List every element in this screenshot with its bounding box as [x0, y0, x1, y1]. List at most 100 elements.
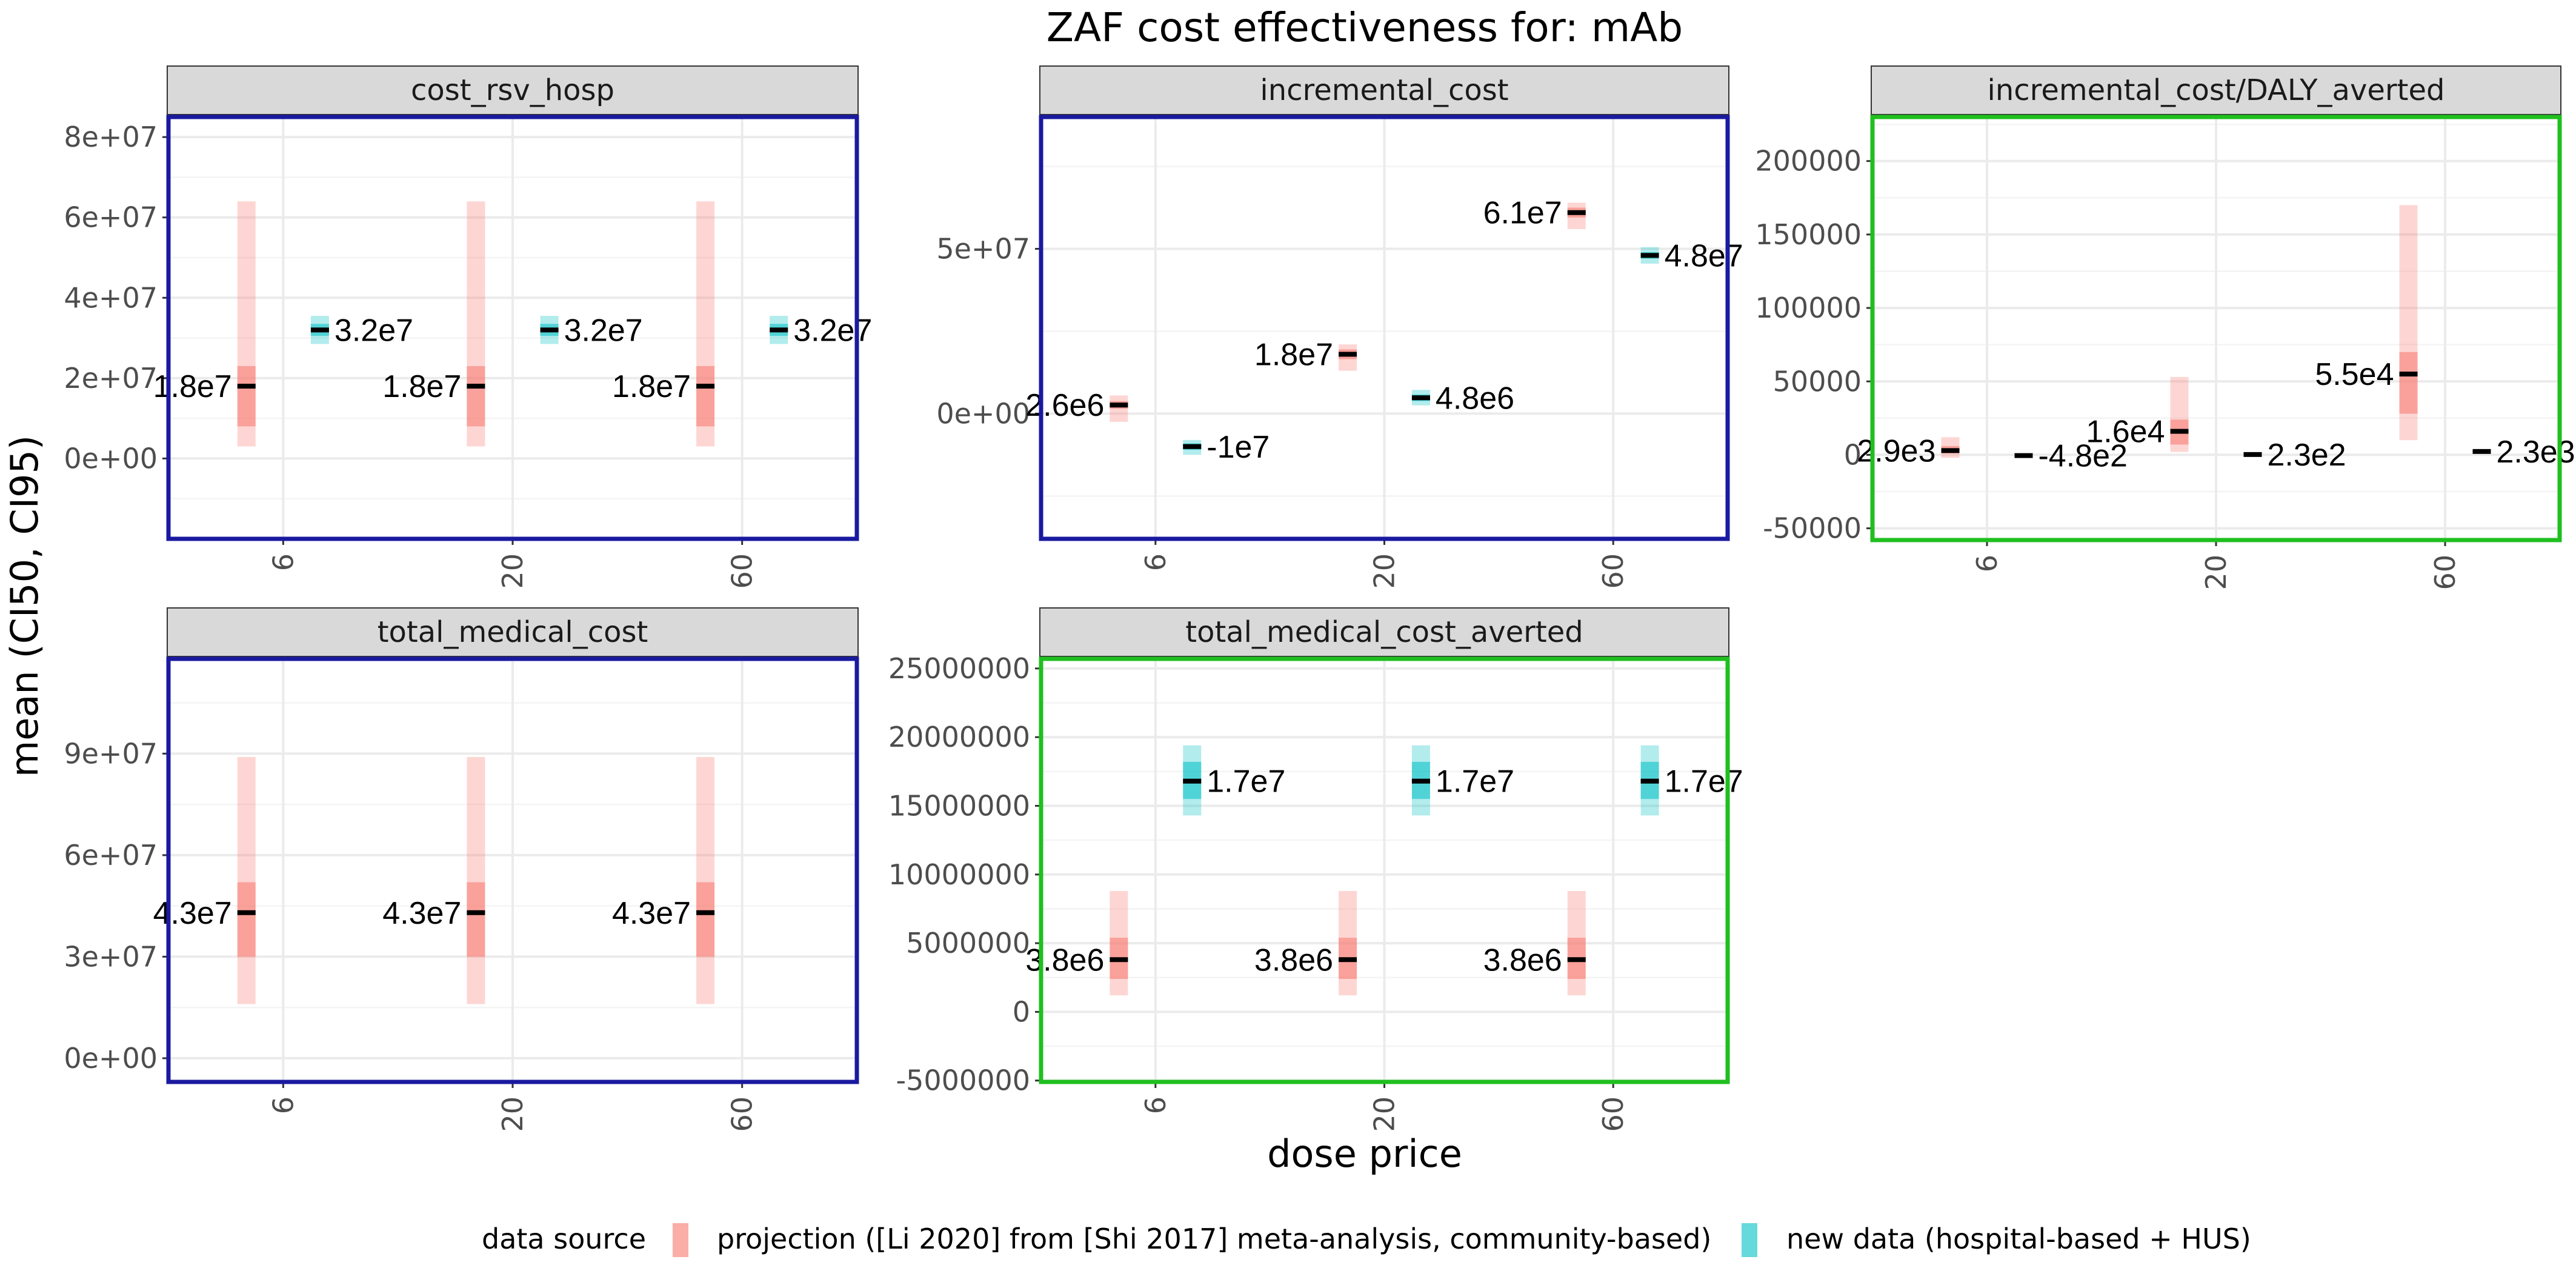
x-tick-label: 20 — [496, 1096, 529, 1132]
data-point-projection: 1.8e7 — [1254, 338, 1357, 373]
y-tick-label: 0 — [1013, 995, 1030, 1028]
value-label: 1.8e7 — [382, 369, 461, 404]
facet-incremental-cost-daly-averted: incremental_cost/DALY_averted -50000 0 5000… — [1755, 65, 2575, 590]
x-tick-label: 20 — [2200, 555, 2232, 590]
x-tick-label: 6 — [267, 1096, 299, 1114]
data-point-new-data: 1.7e7 — [1183, 745, 1285, 816]
value-label: -4.8e2 — [2038, 439, 2127, 474]
ci50-bar — [237, 365, 256, 427]
data-point-projection: 1.8e7 — [153, 201, 256, 447]
x-tick-label: 6 — [1139, 553, 1172, 571]
panel-border — [1039, 115, 1730, 541]
data-point-new-data: 4.8e6 — [1411, 381, 1514, 416]
ci50-bar — [696, 365, 715, 427]
ci50-bar — [237, 882, 256, 957]
value-label: 1.7e7 — [1206, 764, 1285, 799]
data-point-projection: 6.1e7 — [1483, 196, 1586, 231]
value-label: 2.3e3 — [2496, 435, 2575, 470]
y-tick-label: 6e+07 — [64, 839, 158, 872]
legend-label-projection: projection ([Li 2020] from [Shi 2017] me… — [717, 1223, 1711, 1255]
ci95-bar — [696, 756, 715, 1004]
value-label: 3.8e6 — [1254, 943, 1333, 978]
data-point-new-data: 3.2e7 — [770, 313, 872, 348]
legend-label-new-data: new data (hospital-based + HUS) — [1786, 1223, 2251, 1255]
value-label: 2.6e6 — [1025, 388, 1104, 423]
facet-strip — [1039, 607, 1729, 657]
facet-strip-label: incremental_cost — [1260, 73, 1508, 107]
ci50-bar — [467, 882, 485, 957]
y-tick-label: 0e+00 — [936, 397, 1030, 430]
y-tick-label: 4e+07 — [64, 281, 158, 314]
data-point-new-data: -1e7 — [1183, 430, 1270, 465]
value-label: 1.7e7 — [1665, 764, 1743, 799]
data-point-new-data: 2.3e3 — [2472, 435, 2575, 470]
value-label: 4.8e7 — [1665, 238, 1743, 273]
y-tick-label: 20000000 — [888, 721, 1030, 753]
x-tick-label: 6 — [267, 553, 299, 571]
value-label: 4.8e6 — [1436, 381, 1514, 416]
y-tick-label: 10000000 — [888, 858, 1030, 891]
value-label: 1.8e7 — [153, 369, 232, 404]
y-tick-label: 100000 — [1755, 292, 1862, 324]
legend-key-projection — [673, 1223, 688, 1257]
data-point-new-data: 1.7e7 — [1411, 745, 1514, 816]
y-tick-label: -5000000 — [896, 1064, 1030, 1097]
value-label: 6.1e7 — [1483, 196, 1562, 231]
legend-key-new-data — [1742, 1223, 1757, 1257]
y-tick-label: 2e+07 — [64, 362, 158, 395]
facet-cost-rsv-hosp: cost_rsv_hosp 0e+00 2e+07 4e+07 6e+07 8e+07 6 2… — [64, 65, 872, 589]
legend-title: data source — [482, 1223, 646, 1255]
facet-strip — [1871, 65, 2561, 115]
data-point-projection: 2.9e3 — [1857, 433, 1960, 469]
y-axis-title: mean (CI50, CI95) — [2, 435, 47, 777]
x-tick-label: 20 — [1368, 553, 1401, 589]
data-point-new-data: 4.8e7 — [1640, 238, 1743, 273]
value-label: -1e7 — [1206, 430, 1270, 465]
y-tick-label: 5e+07 — [936, 233, 1030, 265]
y-tick-label: 50000 — [1773, 365, 1862, 398]
value-label: 4.3e7 — [382, 896, 461, 931]
y-tick-label: 150000 — [1755, 218, 1862, 251]
panel-border — [1039, 656, 1730, 1084]
y-tick-label: 25000000 — [888, 652, 1030, 685]
y-tick-label: 3e+07 — [64, 940, 158, 973]
data-point-projection: 4.3e7 — [612, 756, 715, 1004]
facet-strip-label: incremental_cost/DALY_averted — [1988, 73, 2445, 107]
y-tick-label: 0e+00 — [64, 1042, 158, 1075]
facet-strip — [167, 607, 859, 657]
x-tick-label: 60 — [726, 1096, 759, 1132]
facet-strip-label: total_medical_cost_averted — [1185, 615, 1583, 649]
y-tick-label: 200000 — [1755, 145, 1862, 178]
data-point-projection: 3.8e6 — [1254, 890, 1357, 996]
facet-incremental-cost: incremental_cost 0e+00 5e+07 6 20 60 2.6e6 1.8e… — [936, 65, 1743, 589]
facet-strip-label: total_medical_cost — [378, 615, 648, 649]
facet-strip — [167, 65, 859, 115]
data-point-new-data: 2.3e2 — [2243, 438, 2346, 473]
data-point-projection: 4.3e7 — [153, 756, 256, 1004]
x-tick-label: 60 — [726, 553, 759, 589]
y-tick-label: 6e+07 — [64, 201, 158, 234]
y-tick-label: 15000000 — [888, 789, 1030, 822]
data-point-projection: 5.5e4 — [2315, 205, 2418, 441]
value-label: 4.3e7 — [153, 896, 232, 931]
data-point-projection: 1.6e4 — [2086, 376, 2189, 452]
facet-panels: cost_rsv_hosp 0e+00 2e+07 4e+07 6e+07 8e+07 6 2… — [64, 65, 2575, 1132]
x-tick-label: 6 — [1139, 1096, 1172, 1114]
y-tick-label: 8e+07 — [64, 121, 158, 153]
value-label: 2.3e2 — [2267, 438, 2346, 473]
data-point-projection: 2.6e6 — [1025, 388, 1128, 423]
y-tick-label: 5000000 — [906, 927, 1030, 959]
value-label: 3.2e7 — [334, 313, 413, 348]
panel-border — [1870, 115, 2562, 542]
value-label: 3.8e6 — [1483, 943, 1562, 978]
x-tick-label: 20 — [496, 553, 529, 589]
facet-strip — [1039, 65, 1729, 115]
data-point-projection: 3.8e6 — [1483, 890, 1586, 996]
x-tick-label: 6 — [1971, 555, 2003, 572]
ci95-bar — [237, 756, 256, 1004]
chart-title: ZAF cost effectiveness for: mAb — [1047, 4, 1683, 51]
y-tick-label: -50000 — [1763, 512, 1862, 545]
legend: data source projection ([Li 2020] from [… — [482, 1223, 2251, 1257]
x-tick-label: 60 — [2429, 555, 2461, 590]
